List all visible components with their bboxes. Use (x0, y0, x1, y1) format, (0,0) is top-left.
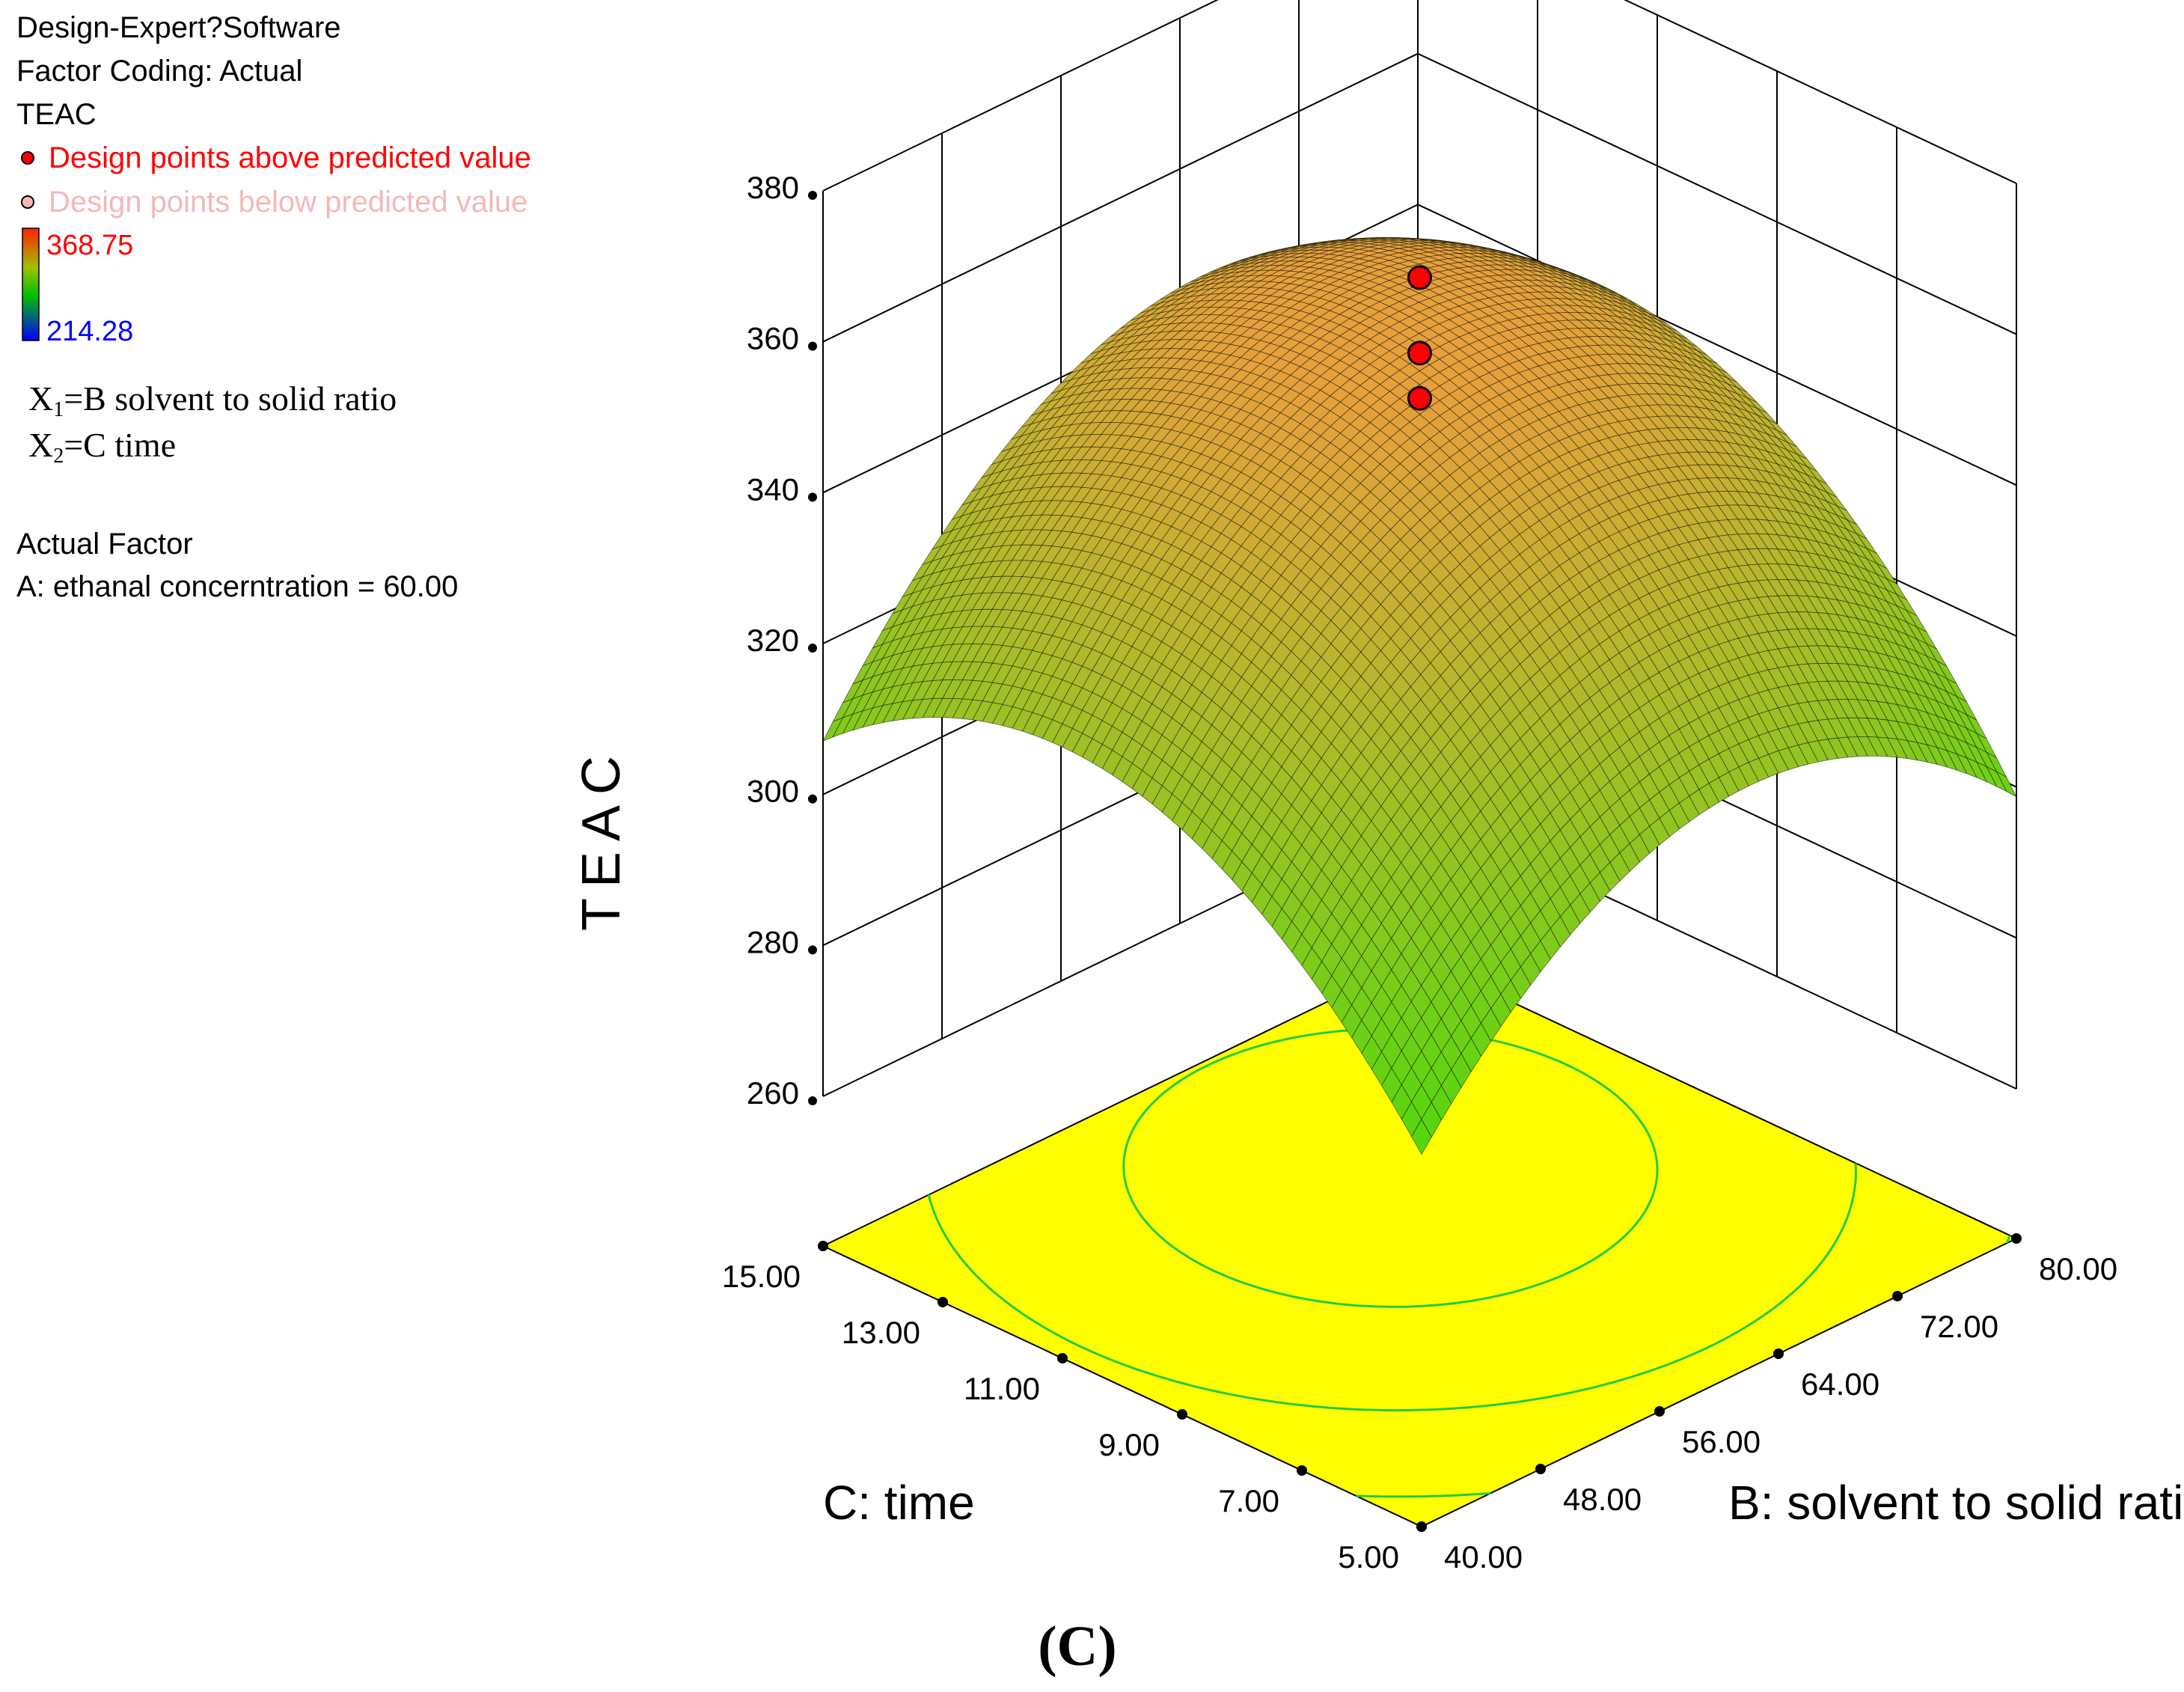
y-tick-label: 13.00 (842, 1315, 920, 1350)
x-tick-label: 48.00 (1563, 1482, 1642, 1517)
design-point (1409, 387, 1431, 409)
response-label: TEAC (16, 98, 97, 131)
actual-factor-heading: Actual Factor (16, 528, 193, 561)
z-tick (808, 644, 817, 653)
response-surface (823, 237, 2016, 1154)
design-point (1409, 266, 1431, 289)
z-tick (808, 795, 817, 804)
x-tick (1773, 1349, 1784, 1359)
x-tick (1535, 1464, 1546, 1474)
z-tick-label: 380 (747, 170, 799, 205)
z-axis-title: TEAC (572, 745, 631, 931)
above-point-label: Design points above predicted value (49, 141, 531, 174)
y-tick (818, 1241, 828, 1251)
x-tick-label: 72.00 (1920, 1309, 1998, 1344)
design-point (1409, 342, 1431, 364)
z-tick-label: 360 (747, 321, 799, 356)
y-tick (937, 1297, 948, 1307)
below-point-label: Design points below predicted value (49, 186, 527, 219)
x-tick-label: 64.00 (1801, 1366, 1879, 1402)
x-axis-title: B: solvent to solid ratio (1728, 1476, 2184, 1530)
z-tick (808, 945, 817, 954)
color-min-label: 214.28 (46, 316, 133, 347)
z-tick (808, 342, 817, 351)
z-tick-label: 300 (747, 774, 799, 809)
color-scale-bar (22, 228, 39, 340)
x-tick-label: 80.00 (2039, 1251, 2117, 1286)
z-tick-label: 280 (747, 924, 799, 959)
color-max-label: 368.75 (46, 230, 133, 261)
z-tick (808, 191, 817, 200)
x-tick (1892, 1291, 1903, 1301)
y-tick-label: 5.00 (1338, 1539, 1399, 1575)
actual-factor-value: A: ethanal concerntration = 60.00 (16, 570, 458, 603)
y-tick-label: 11.00 (964, 1371, 1040, 1406)
x-tick-label: 40.00 (1444, 1539, 1523, 1575)
z-tick (808, 1096, 817, 1105)
z-tick-label: 260 (747, 1075, 799, 1111)
x-tick (1654, 1406, 1665, 1417)
z-tick-label: 320 (747, 623, 799, 658)
y-tick-label: 7.00 (1218, 1483, 1279, 1518)
y-tick (1297, 1465, 1307, 1476)
x-tick-label: 56.00 (1682, 1424, 1761, 1459)
panel-label: (C) (1038, 1615, 1117, 1678)
factor-coding-label: Factor Coding: Actual (16, 55, 302, 88)
y-tick (1057, 1353, 1068, 1363)
y-tick (1416, 1521, 1427, 1532)
y-tick-label: 9.00 (1098, 1427, 1160, 1462)
above-point-marker-icon (22, 152, 34, 164)
x1-annotation: X1=B solvent to solid ratio (28, 379, 397, 421)
wall-gridline (823, 0, 2016, 191)
software-label: Design-Expert?Software (16, 11, 341, 44)
x2-annotation: X2=C time (28, 426, 176, 468)
z-tick (808, 492, 817, 501)
below-point-marker-icon (22, 196, 34, 208)
y-axis-title: C: time (823, 1476, 975, 1530)
y-tick-label: 15.00 (722, 1259, 801, 1294)
x-tick (2011, 1233, 2022, 1244)
y-tick (1177, 1409, 1187, 1420)
z-tick-label: 340 (747, 471, 799, 507)
